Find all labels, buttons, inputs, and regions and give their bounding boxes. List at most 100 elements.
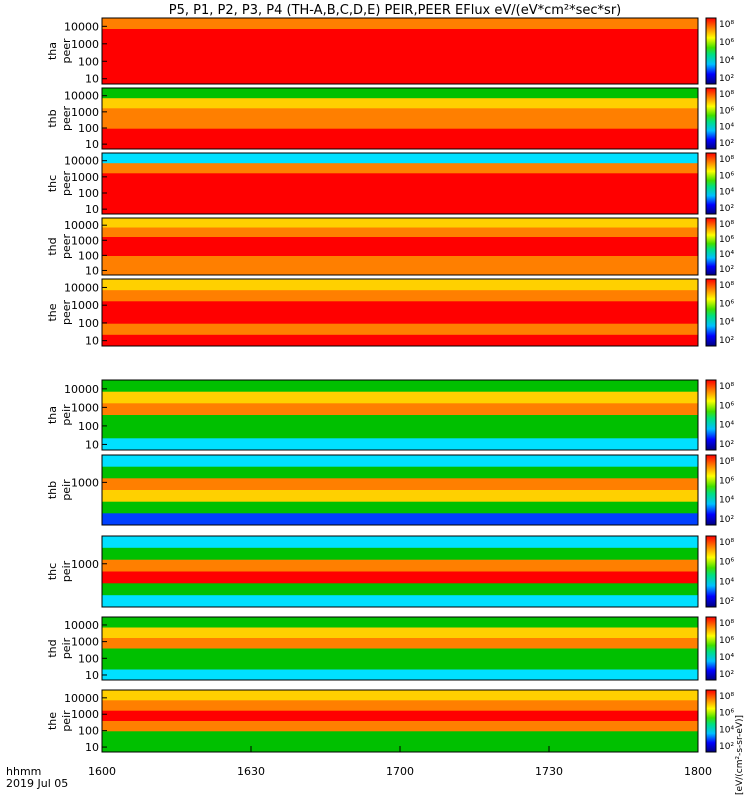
colorbar-tick-label: 10⁸	[719, 220, 734, 230]
spectrogram-band	[102, 29, 698, 41]
y-tick-label: 1000	[71, 106, 99, 119]
x-tick-label: 1630	[237, 765, 265, 778]
y-tick-label: 100	[78, 725, 99, 738]
spectrogram-band	[102, 710, 698, 722]
spectrogram-band	[102, 334, 698, 347]
x-tick-label: 1700	[386, 765, 414, 778]
y-tick-label: 1000	[71, 38, 99, 51]
spectrogram-band	[102, 617, 698, 628]
spectrogram-band	[102, 62, 698, 74]
spectrogram-band	[102, 265, 698, 276]
y-tick-label: 10000	[64, 90, 99, 103]
panel-ylabel: thd	[46, 237, 59, 255]
spectrogram-band	[102, 193, 698, 205]
spectrogram-band	[102, 490, 698, 503]
panel-ylabel: peer	[60, 234, 73, 260]
colorbar	[705, 689, 717, 753]
y-tick-label: 10000	[64, 155, 99, 168]
spectrogram-panel: thd peir 10000 1000 100 10 10⁸ 10⁶ 10⁴ 10²	[46, 616, 734, 682]
colorbar	[705, 87, 717, 150]
colorbar	[705, 616, 717, 681]
colorbar-tick-label: 10²	[719, 597, 734, 607]
colorbar-tick-label: 10⁴	[719, 123, 734, 133]
panel-ylabel: peir	[60, 479, 73, 501]
spectrogram-panel: thd peer 10000 1000 100 10 10⁸ 10⁶ 10⁴ 10²	[46, 217, 734, 277]
y-tick-label: 10000	[64, 281, 99, 294]
spectrogram-panel: tha peir 10000 1000 100 10 10⁸ 10⁶ 10⁴ 10²	[46, 379, 734, 451]
spectrogram-band	[102, 391, 698, 404]
colorbar-tick-label: 10⁶	[719, 171, 734, 181]
spectrogram-band	[102, 648, 698, 660]
y-tick-label: 10000	[64, 219, 99, 232]
spectrogram-band	[102, 153, 698, 164]
y-tick-label: 1000	[71, 234, 99, 247]
y-tick-label: 1000	[71, 558, 99, 571]
panel-ylabel: peer	[60, 171, 73, 197]
spectrogram-band	[102, 478, 698, 491]
colorbar	[705, 278, 717, 347]
panel-ylabel: the	[46, 303, 59, 321]
panel-group: tha peer 10000 1000 100 10 10⁸ 10⁶ 10⁴ 10² thb peer…	[46, 17, 734, 754]
colorbar-tick-label: 10⁴	[719, 421, 734, 431]
spectrogram-band	[102, 501, 698, 514]
colorbar	[705, 379, 717, 451]
x-axis: hhmm 2019 Jul 05 1600 1630 1700 1730 1800	[6, 746, 712, 790]
colorbar-tick-label: 10⁸	[719, 538, 734, 548]
y-tick-label: 1000	[71, 708, 99, 721]
colorbar	[705, 454, 717, 526]
colorbar	[705, 535, 717, 608]
spectrogram-panel: the peir 10000 1000 100 10 10⁸ 10⁶ 10⁴ 10²	[46, 689, 734, 754]
spectrogram-band	[102, 536, 698, 549]
panel-frame	[101, 217, 699, 276]
colorbar-tick-label: 10⁶	[719, 636, 734, 646]
spectrogram-band	[102, 583, 698, 596]
panel-frame	[101, 278, 699, 347]
colorbar-tick-label: 10⁶	[719, 38, 734, 48]
y-tick-label: 10	[85, 335, 99, 348]
colorbar-tick-label: 10⁶	[719, 476, 734, 486]
colorbar-tick-label: 10⁸	[719, 155, 734, 165]
spectrogram-band	[102, 246, 698, 257]
panel-ylabel: peer	[60, 38, 73, 64]
y-tick-label: 100	[78, 122, 99, 135]
colorbar-tick-label: 10²	[719, 742, 734, 752]
y-tick-label: 10	[85, 203, 99, 216]
colorbar-tick-label: 10⁴	[719, 496, 734, 506]
colorbar-tick-label: 10⁴	[719, 188, 734, 198]
spectrogram-band	[102, 51, 698, 63]
y-tick-label: 10	[85, 73, 99, 86]
colorbar-tick-label: 10²	[719, 204, 734, 214]
spectrogram-band	[102, 403, 698, 416]
colorbar-tick-label: 10⁶	[719, 299, 734, 309]
spectrogram-band	[102, 108, 698, 119]
spectrogram-band	[102, 173, 698, 184]
colorbar-tick-label: 10⁸	[719, 457, 734, 467]
y-tick-label: 100	[78, 420, 99, 433]
panel-ylabel: the	[46, 712, 59, 730]
spectrogram-band	[102, 18, 698, 30]
colorbar-tick-label: 10⁶	[719, 709, 734, 719]
y-tick-label: 10	[85, 438, 99, 451]
colorbar-tick-label: 10⁴	[719, 56, 734, 66]
panel-ylabel: peer	[60, 106, 73, 132]
y-tick-label: 100	[78, 249, 99, 262]
panel-ylabel: tha	[46, 406, 59, 424]
colorbar	[705, 217, 717, 276]
panel-frame	[101, 379, 699, 451]
spectrogram-band	[102, 312, 698, 325]
spectrogram-band	[102, 88, 698, 99]
spectrogram-band	[102, 700, 698, 712]
panel-frame	[101, 535, 699, 608]
spectrogram-band	[102, 513, 698, 526]
spectrogram-band	[102, 595, 698, 608]
y-tick-label: 1000	[71, 401, 99, 414]
spectrogram-band	[102, 455, 698, 468]
spectrogram-band	[102, 118, 698, 130]
colorbar-tick-label: 10⁸	[719, 692, 734, 702]
panel-ylabel: peir	[60, 710, 73, 732]
panel-ylabel: thb	[46, 481, 59, 499]
spectrogram-band	[102, 218, 698, 228]
panel-frame	[101, 17, 699, 85]
colorbar-label: [eV/(cm²-s-sr-eV)]	[735, 715, 745, 795]
spectrogram-band	[102, 627, 698, 639]
